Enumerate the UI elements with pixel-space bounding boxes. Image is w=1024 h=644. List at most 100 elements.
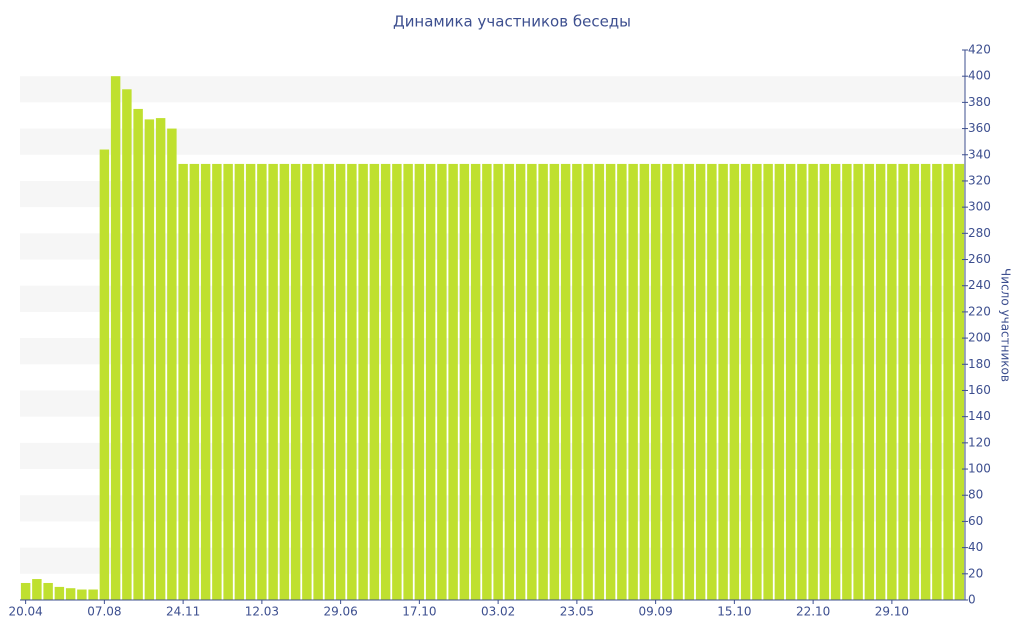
bar	[875, 163, 886, 600]
bar	[167, 128, 177, 601]
bar	[797, 163, 807, 600]
y-tick-label: 220	[968, 304, 991, 318]
y-tick-label: 120	[968, 435, 991, 449]
y-axis-title: Число участников	[999, 268, 1013, 382]
x-tick-label: 03.02	[481, 605, 515, 619]
bar	[77, 589, 87, 600]
bar	[358, 163, 368, 600]
y-tick-label: 340	[968, 147, 991, 161]
bar	[437, 163, 447, 600]
bar	[774, 163, 785, 600]
grid-band	[20, 495, 965, 522]
bar	[932, 163, 942, 600]
y-tick-label: 160	[968, 383, 991, 397]
grid-band	[20, 442, 965, 470]
bar	[403, 163, 413, 600]
bar	[650, 163, 661, 600]
x-tick-label: 15.10	[717, 605, 751, 619]
bar	[347, 163, 357, 600]
bar	[425, 163, 436, 600]
bar	[605, 163, 616, 600]
y-tick-label: 0	[968, 593, 976, 607]
grid-band	[20, 128, 965, 155]
grid-band	[20, 180, 965, 208]
bar	[335, 163, 346, 600]
bar	[718, 163, 728, 600]
bar	[448, 163, 458, 600]
chart-title: Динамика участников беседы	[393, 13, 631, 31]
bar	[144, 119, 155, 601]
bar	[515, 163, 526, 600]
x-tick-label: 29.06	[323, 605, 357, 619]
grid-band	[20, 76, 965, 103]
bar	[549, 163, 560, 600]
bar	[785, 163, 796, 600]
y-tick-label: 380	[968, 95, 991, 109]
y-tick-label: 100	[968, 462, 991, 476]
y-tick-label: 140	[968, 409, 991, 423]
bar	[898, 163, 908, 600]
x-tick-label: 12.03	[245, 605, 279, 619]
bar	[842, 163, 852, 600]
bar	[482, 163, 492, 600]
bar	[20, 582, 31, 600]
bar	[212, 163, 222, 600]
bar	[594, 163, 605, 600]
bar	[493, 163, 503, 600]
y-tick-label: 180	[968, 357, 991, 371]
bar	[290, 163, 301, 600]
x-tick-label: 09.09	[638, 605, 672, 619]
y-tick-label: 420	[968, 43, 991, 57]
bar	[414, 163, 425, 600]
x-tick-label: 22.10	[796, 605, 830, 619]
bar	[245, 163, 256, 600]
y-tick-label: 280	[968, 226, 991, 240]
x-tick-label: 23.05	[560, 605, 594, 619]
bar	[920, 163, 931, 600]
y-tick-label: 200	[968, 331, 991, 345]
bar	[200, 163, 211, 600]
bar	[88, 589, 98, 600]
bar	[639, 163, 650, 600]
bar	[752, 163, 762, 600]
y-tick-label: 60	[968, 514, 983, 528]
bar	[122, 89, 132, 601]
y-tick-label: 320	[968, 173, 991, 187]
grid-band	[20, 233, 965, 260]
bar	[628, 163, 638, 600]
y-tick-label: 400	[968, 69, 991, 83]
bar	[617, 163, 627, 600]
bar	[684, 163, 695, 600]
bar	[324, 163, 335, 600]
bar	[54, 586, 65, 600]
x-tick-label: 20.04	[8, 605, 42, 619]
bar	[808, 163, 818, 600]
bar	[155, 118, 166, 600]
bar	[504, 163, 515, 600]
bar	[887, 163, 897, 600]
bar	[234, 163, 245, 600]
bar	[527, 163, 537, 600]
x-tick-label: 24.11	[166, 605, 200, 619]
grid-band	[20, 338, 965, 365]
bar	[223, 163, 233, 600]
x-tick-label: 29.10	[875, 605, 909, 619]
bar	[32, 579, 42, 600]
bar	[470, 163, 481, 600]
bar	[572, 163, 582, 600]
y-tick-label: 40	[968, 540, 983, 554]
bar	[943, 163, 953, 600]
bar	[268, 163, 278, 600]
grid-band	[20, 285, 965, 312]
bar	[729, 163, 740, 600]
bar	[763, 163, 773, 600]
bar	[662, 163, 672, 600]
bar	[740, 163, 751, 600]
y-tick-label: 80	[968, 488, 983, 502]
bar	[178, 163, 188, 600]
bar	[695, 163, 706, 600]
x-tick-label: 07.08	[87, 605, 121, 619]
grid-band	[20, 547, 965, 574]
bar	[369, 163, 380, 600]
